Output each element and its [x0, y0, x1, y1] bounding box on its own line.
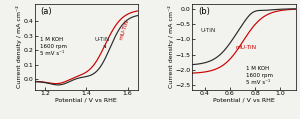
X-axis label: Potential / V vs RHE: Potential / V vs RHE: [213, 98, 274, 103]
Text: mU-TiN: mU-TiN: [236, 45, 256, 50]
Y-axis label: Current density / mA cm⁻²: Current density / mA cm⁻²: [16, 6, 22, 88]
Text: mU-TiN: mU-TiN: [118, 19, 130, 40]
Text: 1 M KOH
1600 rpm
5 mV s⁻¹: 1 M KOH 1600 rpm 5 mV s⁻¹: [246, 66, 273, 85]
Y-axis label: Current density / mA cm⁻²: Current density / mA cm⁻²: [168, 6, 174, 88]
Text: U-TiN: U-TiN: [200, 28, 216, 33]
Text: U-TiN: U-TiN: [94, 37, 110, 48]
Text: 1 M KOH
1600 rpm
5 mV s⁻¹: 1 M KOH 1600 rpm 5 mV s⁻¹: [40, 37, 67, 56]
Text: (a): (a): [41, 7, 52, 16]
Text: (b): (b): [198, 7, 210, 16]
X-axis label: Potential / V vs RHE: Potential / V vs RHE: [56, 98, 117, 103]
